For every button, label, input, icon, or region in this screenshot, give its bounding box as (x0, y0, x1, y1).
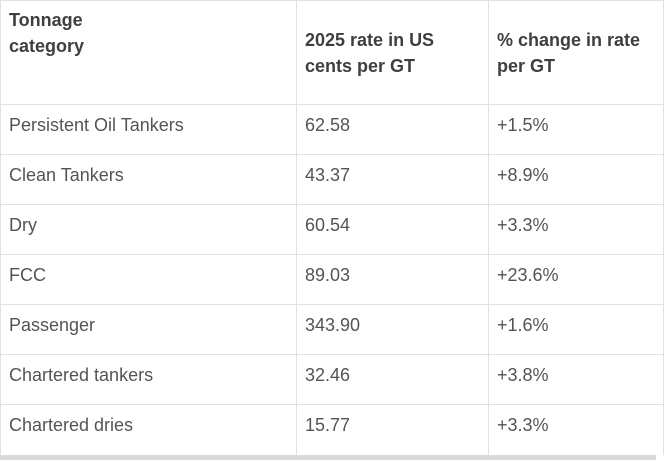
cell-rate: 343.90 (296, 304, 489, 355)
header-row: Tonnage category 2025 rate in US cents p… (0, 0, 664, 105)
column-header-label: Tonnage category (9, 10, 85, 56)
table-row: FCC 89.03 +23.6% (0, 254, 664, 305)
cell-change: +1.6% (488, 304, 664, 355)
cell-category: Dry (0, 204, 297, 255)
table-row: Passenger 343.90 +1.6% (0, 304, 664, 355)
cell-rate: 15.77 (296, 404, 489, 455)
cell-category: Clean Tankers (0, 154, 297, 205)
cell-rate: 43.37 (296, 154, 489, 205)
cell-rate: 62.58 (296, 104, 489, 155)
cell-change: +23.6% (488, 254, 664, 305)
cell-change: +8.9% (488, 154, 664, 205)
table-row: Persistent Oil Tankers 62.58 +1.5% (0, 104, 664, 155)
cell-category: Chartered dries (0, 404, 297, 455)
cell-category: Chartered tankers (0, 354, 297, 405)
cell-change: +1.5% (488, 104, 664, 155)
table-row: Chartered tankers 32.46 +3.8% (0, 354, 664, 405)
column-header-tonnage-category: Tonnage category (0, 0, 297, 105)
table-row: Chartered dries 15.77 +3.3% (0, 404, 664, 455)
cell-change: +3.8% (488, 354, 664, 405)
cell-rate: 89.03 (296, 254, 489, 305)
cell-change: +3.3% (488, 404, 664, 455)
column-header-label: 2025 rate in US cents per GT (305, 29, 435, 76)
column-header-2025-rate: 2025 rate in US cents per GT (296, 0, 489, 105)
cell-rate: 60.54 (296, 204, 489, 255)
tonnage-rates-table: Tonnage category 2025 rate in US cents p… (0, 0, 664, 455)
cell-category: Passenger (0, 304, 297, 355)
column-header-label: % change in rate per GT (497, 29, 641, 76)
column-header-percent-change: % change in rate per GT (488, 0, 664, 105)
table-row: Dry 60.54 +3.3% (0, 204, 664, 255)
cell-change: +3.3% (488, 204, 664, 255)
cell-rate: 32.46 (296, 354, 489, 405)
table-row: Clean Tankers 43.37 +8.9% (0, 154, 664, 205)
cell-category: FCC (0, 254, 297, 305)
cell-category: Persistent Oil Tankers (0, 104, 297, 155)
horizontal-scrollbar[interactable] (0, 454, 656, 460)
